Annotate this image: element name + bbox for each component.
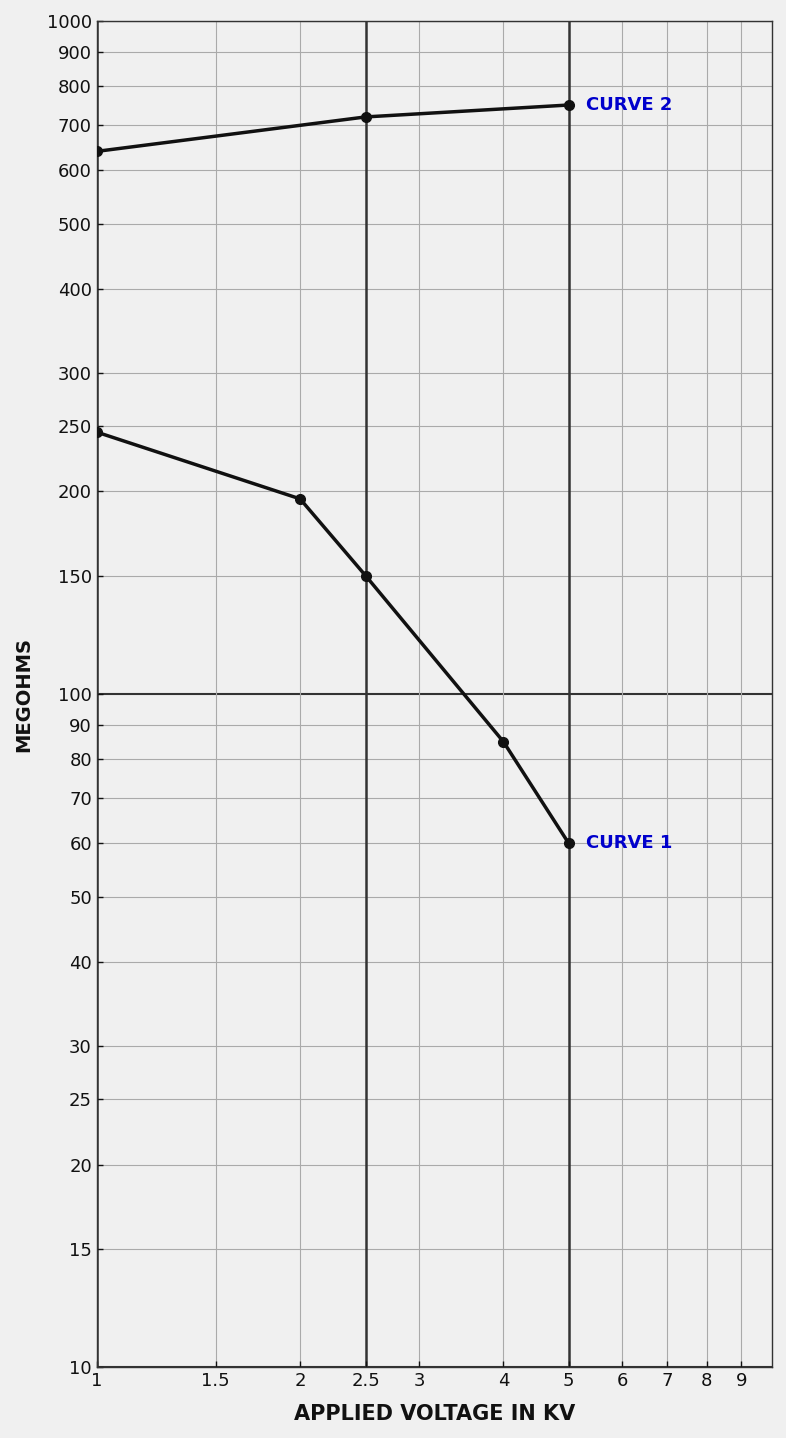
Text: CURVE 1: CURVE 1 bbox=[586, 834, 672, 853]
X-axis label: APPLIED VOLTAGE IN KV: APPLIED VOLTAGE IN KV bbox=[294, 1403, 575, 1424]
Y-axis label: MEGOHMS: MEGOHMS bbox=[14, 637, 33, 752]
Text: CURVE 2: CURVE 2 bbox=[586, 96, 672, 114]
